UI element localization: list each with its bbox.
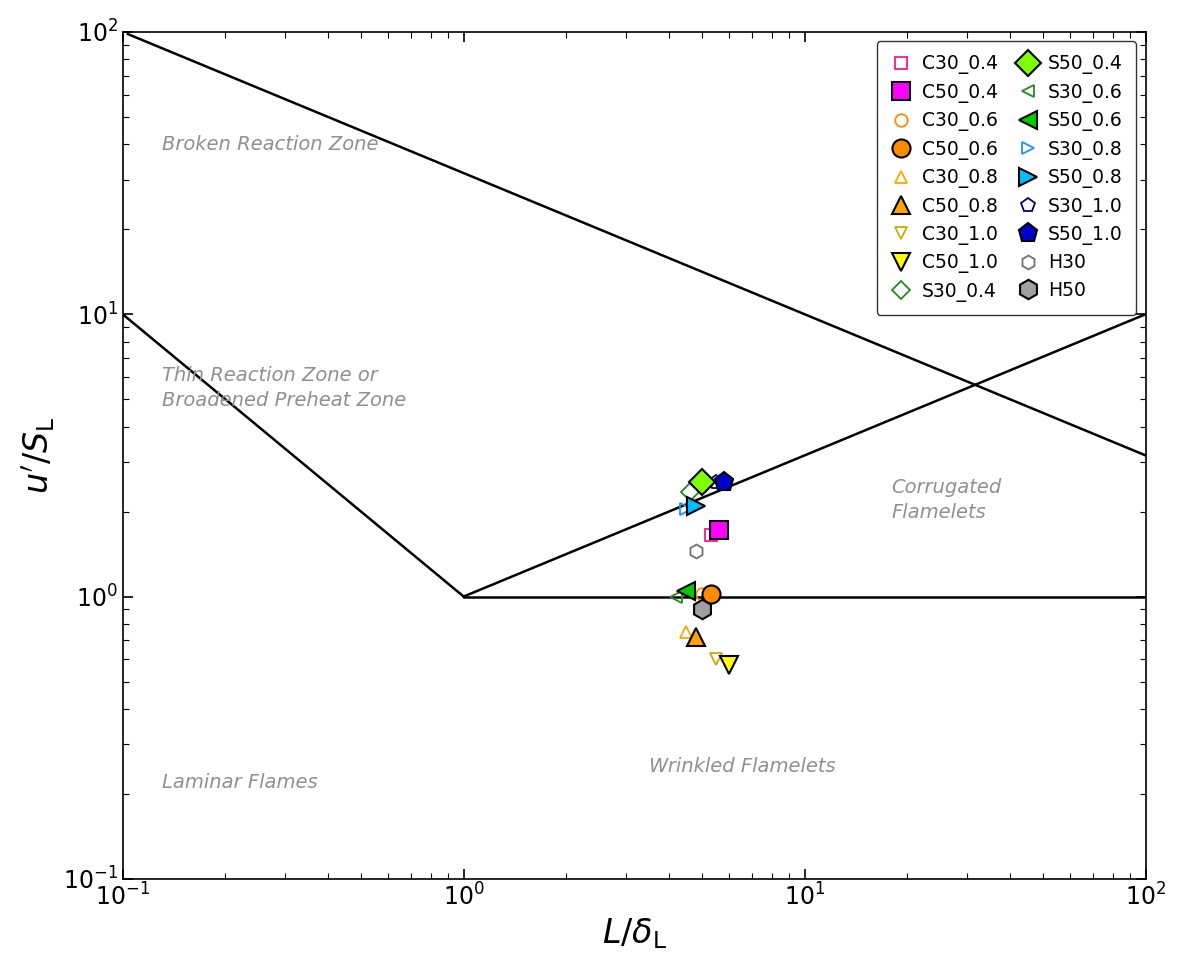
Text: Broken Reaction Zone: Broken Reaction Zone — [161, 135, 377, 154]
X-axis label: $L/\delta_{\mathrm{L}}$: $L/\delta_{\mathrm{L}}$ — [602, 917, 667, 952]
Text: Wrinkled Flamelets: Wrinkled Flamelets — [649, 757, 836, 776]
Text: Thin Reaction Zone or
Broadened Preheat Zone: Thin Reaction Zone or Broadened Preheat … — [161, 365, 406, 409]
Legend: C30_0.4, C50_0.4, C30_0.6, C50_0.6, C30_0.8, C50_0.8, C30_1.0, C50_1.0, S30_0.4,: C30_0.4, C50_0.4, C30_0.6, C50_0.6, C30_… — [876, 41, 1136, 315]
Y-axis label: $u^{\prime}/S_{\mathrm{L}}$: $u^{\prime}/S_{\mathrm{L}}$ — [21, 417, 57, 494]
Text: Corrugated
Flamelets: Corrugated Flamelets — [891, 478, 1002, 522]
Text: Laminar Flames: Laminar Flames — [161, 773, 317, 791]
